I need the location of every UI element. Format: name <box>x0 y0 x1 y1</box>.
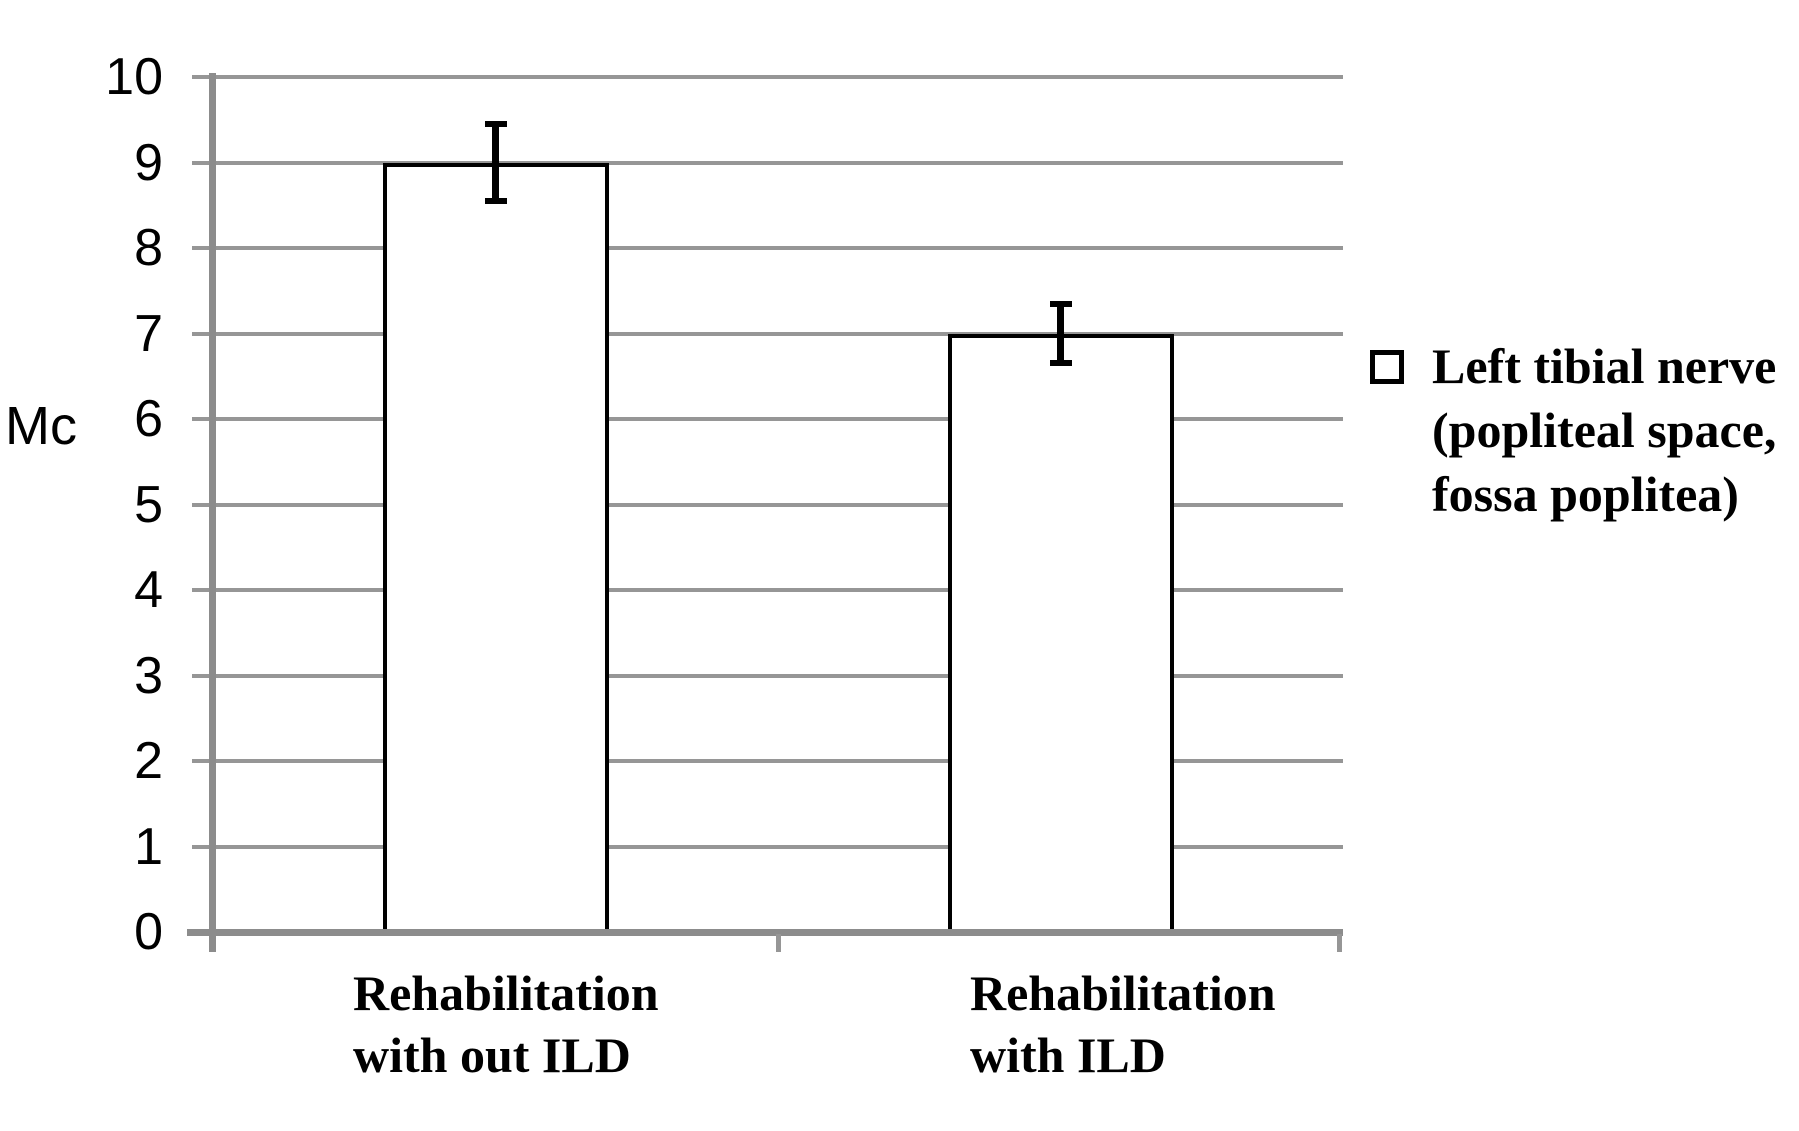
y-tick-mark-5 <box>192 502 209 507</box>
x-category-label-2: Rehabilitation with ILD <box>970 962 1276 1086</box>
gridline-2 <box>213 759 1343 763</box>
gridline-6 <box>213 417 1343 421</box>
y-tick-label-1: 1 <box>134 817 163 876</box>
legend-label: Left tibial nerve (popliteal space, fossa … <box>1432 334 1792 526</box>
gridline-7 <box>213 331 1343 336</box>
y-tick-mark-2 <box>192 759 209 763</box>
gridline-10 <box>213 75 1343 79</box>
y-tick-mark-1 <box>192 844 209 849</box>
y-tick-label-5: 5 <box>134 475 163 534</box>
y-tick-label-2: 2 <box>134 732 163 790</box>
x-tick-mark-1 <box>775 934 781 952</box>
y-tick-label-9: 9 <box>134 133 163 192</box>
error-bar-line-2 <box>1057 303 1064 364</box>
error-bar-top-cap-1 <box>484 121 507 128</box>
y-tick-label-10: 10 <box>105 48 163 106</box>
bar-2 <box>947 333 1174 932</box>
gridline-8 <box>213 246 1343 250</box>
y-tick-mark-10 <box>192 75 209 79</box>
y-tick-mark-9 <box>192 160 209 165</box>
error-bar-line-1 <box>492 124 499 201</box>
gridline-9 <box>213 160 1343 165</box>
y-tick-mark-3 <box>192 673 209 678</box>
gridline-4 <box>213 588 1343 592</box>
legend-label-line: Left tibial nerve <box>1432 338 1777 394</box>
y-tick-label-4: 4 <box>134 561 163 619</box>
y-axis-line <box>209 73 216 952</box>
y-tick-label-3: 3 <box>134 646 163 705</box>
x-axis-line <box>187 929 1343 936</box>
y-tick-label-7: 7 <box>134 304 163 363</box>
y-tick-mark-7 <box>192 331 209 336</box>
x-category-label-line: with out ILD <box>353 1027 631 1083</box>
y-axis-title: Mc <box>5 396 77 456</box>
x-tick-mark-2 <box>1336 934 1342 952</box>
y-tick-label-0: 0 <box>134 903 163 961</box>
gridline-5 <box>213 502 1343 507</box>
x-category-label-1: Rehabilitation with out ILD <box>353 962 659 1086</box>
x-category-label-line: with ILD <box>970 1027 1166 1083</box>
gridline-1 <box>213 844 1343 849</box>
legend-label-line: fossa poplitea) <box>1432 466 1739 522</box>
bar-1 <box>382 162 609 932</box>
y-tick-label-8: 8 <box>134 219 163 277</box>
legend-marker-square <box>1370 350 1404 384</box>
y-tick-mark-6 <box>192 417 209 421</box>
error-bar-bottom-cap-1 <box>484 197 507 204</box>
error-bar-top-cap-2 <box>1049 300 1072 307</box>
x-category-label-line: Rehabilitation <box>970 965 1276 1021</box>
x-category-label-line: Rehabilitation <box>353 965 659 1021</box>
legend-label-line: (popliteal space, <box>1432 402 1777 458</box>
gridline-3 <box>213 673 1343 678</box>
y-tick-mark-8 <box>192 246 209 250</box>
y-tick-mark-4 <box>192 588 209 592</box>
error-bar-bottom-cap-2 <box>1049 360 1072 367</box>
y-tick-label-6: 6 <box>134 390 163 448</box>
